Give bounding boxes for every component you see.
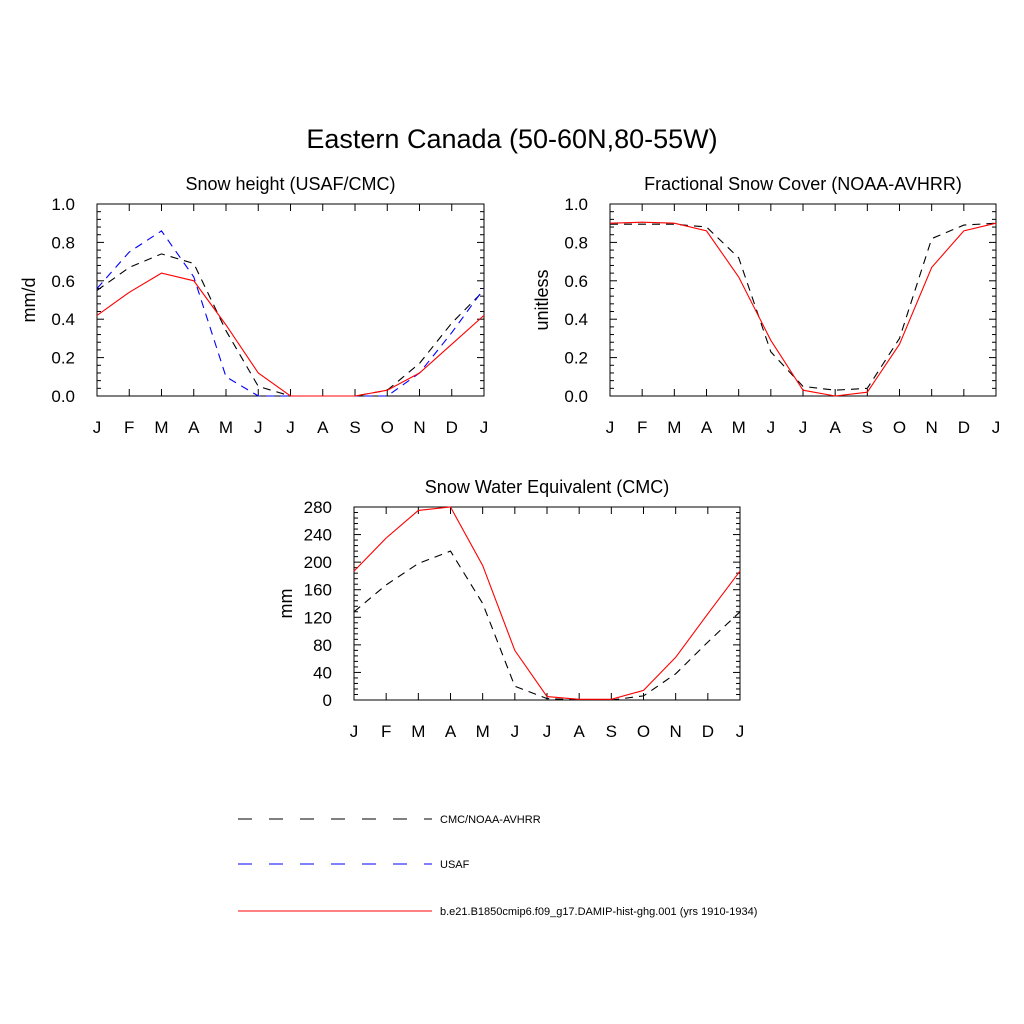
x-tick-label: F: [124, 418, 134, 437]
y-tick-label: 1.0: [51, 195, 75, 214]
y-axis-label: mm/d: [19, 278, 39, 323]
x-tick-label: J: [799, 418, 808, 437]
legend: CMC/NOAA-AVHRR USAF b.e21.B1850cmip6.f09_g…: [238, 814, 757, 918]
y-tick-label: 0.6: [51, 272, 75, 291]
legend-item-obs: CMC/NOAA-AVHRR: [238, 814, 541, 826]
y-axis-label: mm: [276, 589, 296, 619]
y-tick-label: 0.6: [564, 272, 588, 291]
x-tick-label: J: [767, 418, 776, 437]
x-tick-label: M: [154, 418, 168, 437]
y-tick-label: 280: [304, 498, 332, 517]
x-tick-label: D: [702, 722, 714, 741]
x-tick-label: F: [381, 722, 391, 741]
x-tick-label: J: [992, 418, 1001, 437]
plot-frame: [609, 203, 997, 397]
series-line-model: [96, 272, 485, 397]
chart-title: Fractional Snow Cover (NOAA-AVHRR): [644, 174, 962, 194]
legend-label: b.e21.B1850cmip6.f09_g17.DAMIP-hist-ghg.…: [440, 906, 757, 918]
chart-snow-cover: Fractional Snow Cover (NOAA-AVHRR) 0.0 0.2…: [532, 174, 1000, 437]
x-tick-label: F: [637, 418, 647, 437]
chart-snow-height: Snow height (USAF/CMC) 0.0 0.2 0.4 0.6 0.8 1.0…: [19, 174, 488, 437]
x-tick-label: D: [958, 418, 970, 437]
x-tick-label: N: [413, 418, 425, 437]
x-tick-label: A: [445, 722, 457, 741]
y-tick-label: 0.8: [564, 233, 588, 252]
x-tick-label: S: [606, 722, 617, 741]
x-tick-label: O: [381, 418, 394, 437]
legend-item-usaf: USAF: [238, 859, 470, 871]
y-tick-label: 40: [313, 663, 332, 682]
chart-title: Snow Water Equivalent (CMC): [425, 477, 669, 497]
legend-item-model: b.e21.B1850cmip6.f09_g17.DAMIP-hist-ghg.…: [238, 906, 757, 918]
x-tick-label: M: [476, 722, 490, 741]
series-line-obs: [353, 550, 741, 701]
chart-swe: Snow Water Equivalent (CMC) 0 40 80 120 160 20…: [276, 477, 744, 741]
y-tick-label: 120: [304, 608, 332, 627]
y-tick-label: 0.2: [51, 349, 75, 368]
x-tick-label: M: [219, 418, 233, 437]
x-tick-label: S: [862, 418, 873, 437]
y-tick-label: 0.8: [51, 233, 75, 252]
x-tick-label: J: [93, 418, 102, 437]
legend-label: USAF: [440, 859, 470, 871]
x-tick-label: A: [573, 722, 585, 741]
series-line-usaf: [96, 230, 485, 397]
y-tick-label: 1.0: [564, 195, 588, 214]
series-line-obs: [610, 222, 997, 391]
y-tick-label: 0.4: [564, 310, 588, 329]
x-tick-label: O: [637, 722, 650, 741]
y-tick-label: 0.2: [564, 349, 588, 368]
x-tick-label: M: [732, 418, 746, 437]
x-tick-label: M: [411, 722, 425, 741]
legend-label: CMC/NOAA-AVHRR: [440, 814, 541, 826]
y-axis-label: unitless: [532, 269, 552, 330]
x-tick-label: J: [543, 722, 552, 741]
x-tick-label: J: [480, 418, 489, 437]
x-tick-label: N: [926, 418, 938, 437]
x-tick-label: N: [670, 722, 682, 741]
plot-frame: [353, 506, 741, 701]
y-tick-label: 0: [323, 691, 332, 710]
x-tick-label: A: [317, 418, 329, 437]
series-line-model: [353, 506, 741, 700]
x-tick-label: J: [606, 418, 615, 437]
x-tick-label: J: [511, 722, 520, 741]
x-tick-label: J: [736, 722, 745, 741]
y-tick-label: 160: [304, 581, 332, 600]
y-tick-label: 80: [313, 636, 332, 655]
y-tick-label: 0.0: [564, 387, 588, 406]
main-title: Eastern Canada (50-60N,80-55W): [306, 124, 717, 154]
x-tick-label: A: [188, 418, 200, 437]
x-tick-label: A: [829, 418, 841, 437]
series-line-model: [609, 221, 997, 397]
x-tick-label: O: [893, 418, 906, 437]
series-line-obs: [96, 253, 485, 397]
y-tick-label: 200: [304, 553, 332, 572]
x-tick-label: A: [701, 418, 713, 437]
x-tick-label: J: [286, 418, 295, 437]
y-tick-label: 240: [304, 526, 332, 545]
chart-panels: Snow height (USAF/CMC) 0.0 0.2 0.4 0.6 0.8 1.0…: [19, 174, 1000, 741]
chart-title: Snow height (USAF/CMC): [185, 174, 395, 194]
x-tick-label: J: [254, 418, 263, 437]
y-tick-label: 0.4: [51, 310, 75, 329]
y-tick-label: 0.0: [51, 387, 75, 406]
x-tick-label: J: [350, 722, 359, 741]
x-tick-label: S: [349, 418, 360, 437]
x-tick-label: M: [667, 418, 681, 437]
x-tick-label: D: [446, 418, 458, 437]
